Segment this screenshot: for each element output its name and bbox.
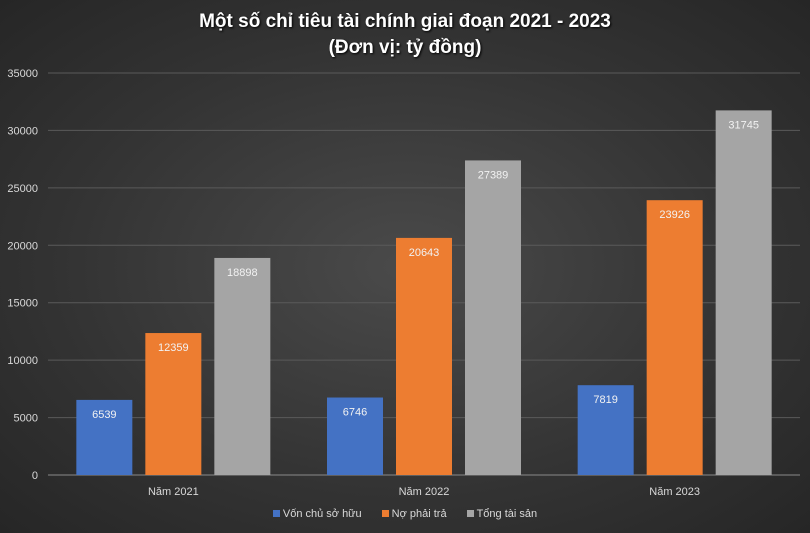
- bar: [145, 333, 202, 475]
- x-tick-label: Năm 2022: [399, 486, 450, 498]
- data-label: 31745: [728, 119, 759, 131]
- x-tick-label: Năm 2021: [148, 486, 199, 498]
- data-label: 18898: [227, 267, 258, 279]
- y-tick-label: 0: [32, 470, 38, 482]
- data-label: 20643: [409, 247, 440, 259]
- bar: [646, 200, 703, 475]
- legend-swatch: [272, 510, 280, 517]
- bar: [715, 110, 772, 476]
- legend-item: Nợ phải trả: [381, 508, 447, 520]
- bar: [465, 160, 521, 475]
- legend: Vốn chủ sở hữu Nợ phải trả Tổng tài sản: [0, 508, 810, 520]
- x-tick-label: Năm 2023: [649, 486, 700, 498]
- y-tick-label: 5000: [14, 413, 38, 425]
- bar: [327, 397, 383, 475]
- y-tick-label: 15000: [7, 298, 38, 310]
- legend-swatch: [381, 510, 389, 517]
- legend-item: Tổng tài sản: [466, 508, 538, 520]
- legend-label: Vốn chủ sở hữu: [282, 508, 362, 520]
- subtitle: (Đơn vị: tỷ đồng): [328, 37, 482, 58]
- y-tick-label: 35000: [7, 68, 38, 80]
- data-label: 12359: [158, 342, 189, 354]
- legend-item: Vốn chủ sở hữu: [272, 508, 362, 520]
- legend-label: Tổng tài sản: [476, 508, 538, 520]
- chart-title: Một số chỉ tiêu tài chính giai đoạn 2021…: [0, 9, 810, 61]
- data-label: 6539: [92, 409, 116, 421]
- legend-label: Nợ phải trả: [391, 508, 447, 520]
- bar: [76, 399, 133, 475]
- bar: [214, 257, 271, 475]
- bar: [396, 237, 452, 475]
- title: Một số chỉ tiêu tài chính giai đoạn 2021…: [199, 11, 611, 32]
- data-label: 23926: [659, 209, 690, 221]
- legend-swatch: [466, 510, 474, 517]
- data-label: 7819: [593, 394, 617, 406]
- bar: [577, 385, 634, 475]
- y-tick-label: 20000: [7, 240, 38, 252]
- y-tick-label: 30000: [7, 125, 38, 137]
- y-tick-label: 25000: [7, 183, 38, 195]
- y-tick-label: 10000: [7, 355, 38, 367]
- data-label: 6746: [343, 407, 367, 419]
- data-label: 27389: [478, 169, 509, 181]
